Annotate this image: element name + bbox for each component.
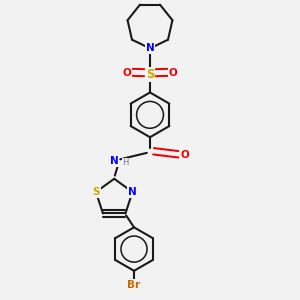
Text: N: N bbox=[128, 187, 137, 197]
Text: Br: Br bbox=[128, 280, 141, 290]
Text: O: O bbox=[169, 68, 177, 78]
Text: O: O bbox=[123, 68, 131, 78]
Text: S: S bbox=[92, 187, 100, 197]
Text: O: O bbox=[180, 150, 189, 161]
Text: N: N bbox=[146, 44, 154, 53]
Text: S: S bbox=[146, 68, 154, 81]
Text: N: N bbox=[110, 156, 118, 166]
Text: H: H bbox=[122, 158, 129, 167]
